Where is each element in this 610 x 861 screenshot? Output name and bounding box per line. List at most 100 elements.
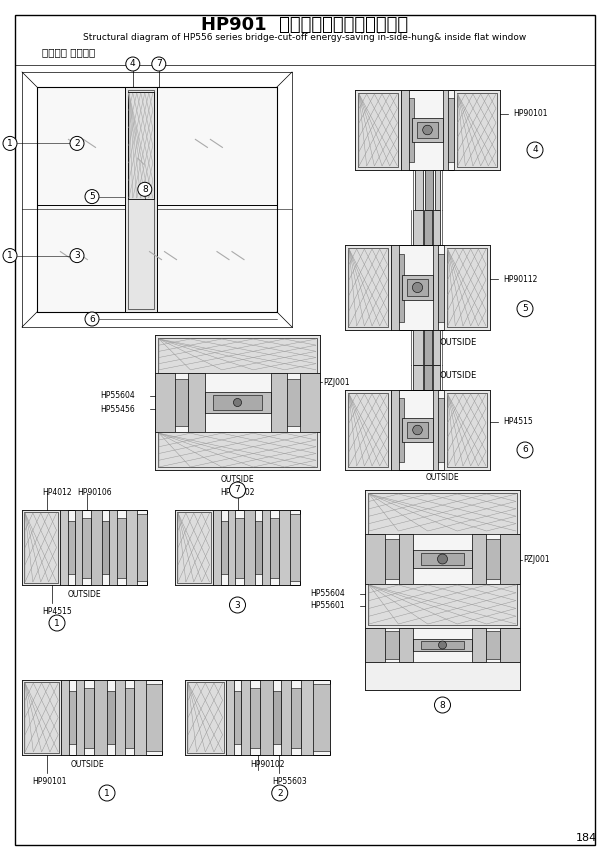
Bar xyxy=(254,521,262,573)
Circle shape xyxy=(271,785,288,801)
Bar xyxy=(392,390,399,470)
Bar xyxy=(457,93,497,167)
Bar xyxy=(213,395,262,410)
Bar xyxy=(439,253,443,321)
Bar xyxy=(412,330,423,365)
Text: 4: 4 xyxy=(532,146,538,154)
Bar xyxy=(82,517,91,578)
Bar xyxy=(126,510,137,585)
Bar xyxy=(399,534,413,584)
Bar xyxy=(155,335,320,470)
Text: 7: 7 xyxy=(235,486,240,494)
Bar xyxy=(279,510,290,585)
Bar xyxy=(242,680,249,755)
Bar xyxy=(365,628,385,662)
Bar xyxy=(399,398,404,462)
Circle shape xyxy=(126,57,140,71)
Bar xyxy=(270,517,279,578)
Bar xyxy=(439,398,443,462)
Bar xyxy=(500,534,520,584)
Bar xyxy=(417,122,438,138)
Bar xyxy=(188,373,204,432)
Text: HP90101: HP90101 xyxy=(32,777,66,786)
Circle shape xyxy=(517,442,533,458)
Bar xyxy=(281,680,292,755)
Bar xyxy=(128,92,154,199)
Bar xyxy=(84,687,95,747)
Circle shape xyxy=(49,615,65,631)
Text: 1: 1 xyxy=(104,789,110,797)
Bar xyxy=(292,687,301,747)
Bar xyxy=(187,682,224,753)
Bar xyxy=(109,510,117,585)
Bar xyxy=(185,680,330,755)
Circle shape xyxy=(70,136,84,151)
Bar xyxy=(260,680,273,755)
Text: HP4515: HP4515 xyxy=(503,418,533,426)
Text: HP90102: HP90102 xyxy=(220,488,255,497)
Text: 2: 2 xyxy=(277,789,282,797)
Bar xyxy=(234,691,242,744)
Bar xyxy=(22,510,147,585)
Bar xyxy=(91,510,101,585)
Bar xyxy=(314,684,330,752)
Bar xyxy=(423,365,432,390)
Bar xyxy=(421,641,464,649)
Bar xyxy=(423,210,432,245)
Bar xyxy=(61,680,70,755)
Bar xyxy=(432,365,440,390)
Bar xyxy=(345,390,490,470)
Bar xyxy=(421,553,464,565)
Circle shape xyxy=(138,183,152,196)
Bar xyxy=(262,510,270,585)
Circle shape xyxy=(70,249,84,263)
Text: HP55601: HP55601 xyxy=(310,602,345,610)
Bar xyxy=(365,662,520,690)
Text: HP90106: HP90106 xyxy=(77,488,112,497)
Text: 5: 5 xyxy=(522,304,528,313)
Bar xyxy=(401,90,409,170)
Bar xyxy=(402,275,433,300)
Bar xyxy=(443,90,448,170)
Text: HP55604: HP55604 xyxy=(310,590,345,598)
Bar xyxy=(204,392,270,413)
Bar xyxy=(433,390,439,470)
Text: HP90102: HP90102 xyxy=(250,760,285,769)
Bar xyxy=(348,248,389,327)
Bar xyxy=(22,510,60,585)
Bar xyxy=(415,170,423,210)
Bar xyxy=(368,584,517,625)
Bar xyxy=(146,684,162,752)
Bar xyxy=(117,517,126,578)
Bar xyxy=(158,338,317,373)
Bar xyxy=(412,118,443,142)
Text: HP55603: HP55603 xyxy=(272,777,307,786)
Text: 184: 184 xyxy=(576,833,597,843)
Text: OUTSIDE: OUTSIDE xyxy=(221,475,254,484)
Bar xyxy=(155,373,175,432)
Bar xyxy=(413,550,472,568)
Bar xyxy=(399,628,413,662)
Text: HP4012: HP4012 xyxy=(42,488,71,497)
Bar xyxy=(448,98,454,162)
Bar xyxy=(412,365,423,390)
Bar xyxy=(472,628,486,662)
Bar xyxy=(175,379,188,426)
Circle shape xyxy=(229,597,245,613)
Bar xyxy=(443,245,490,330)
Bar xyxy=(368,493,517,534)
Bar xyxy=(287,379,300,426)
Text: OUTSIDE: OUTSIDE xyxy=(440,338,477,347)
Text: 8: 8 xyxy=(440,701,445,709)
Text: 3: 3 xyxy=(74,251,80,260)
Text: 8: 8 xyxy=(142,185,148,194)
Bar xyxy=(134,680,146,755)
Bar xyxy=(432,330,440,365)
Text: HP55604: HP55604 xyxy=(100,391,135,400)
Bar xyxy=(486,539,500,579)
Circle shape xyxy=(517,300,533,317)
Circle shape xyxy=(423,125,432,135)
Bar xyxy=(443,390,490,470)
Bar xyxy=(301,680,314,755)
Bar xyxy=(447,248,487,327)
